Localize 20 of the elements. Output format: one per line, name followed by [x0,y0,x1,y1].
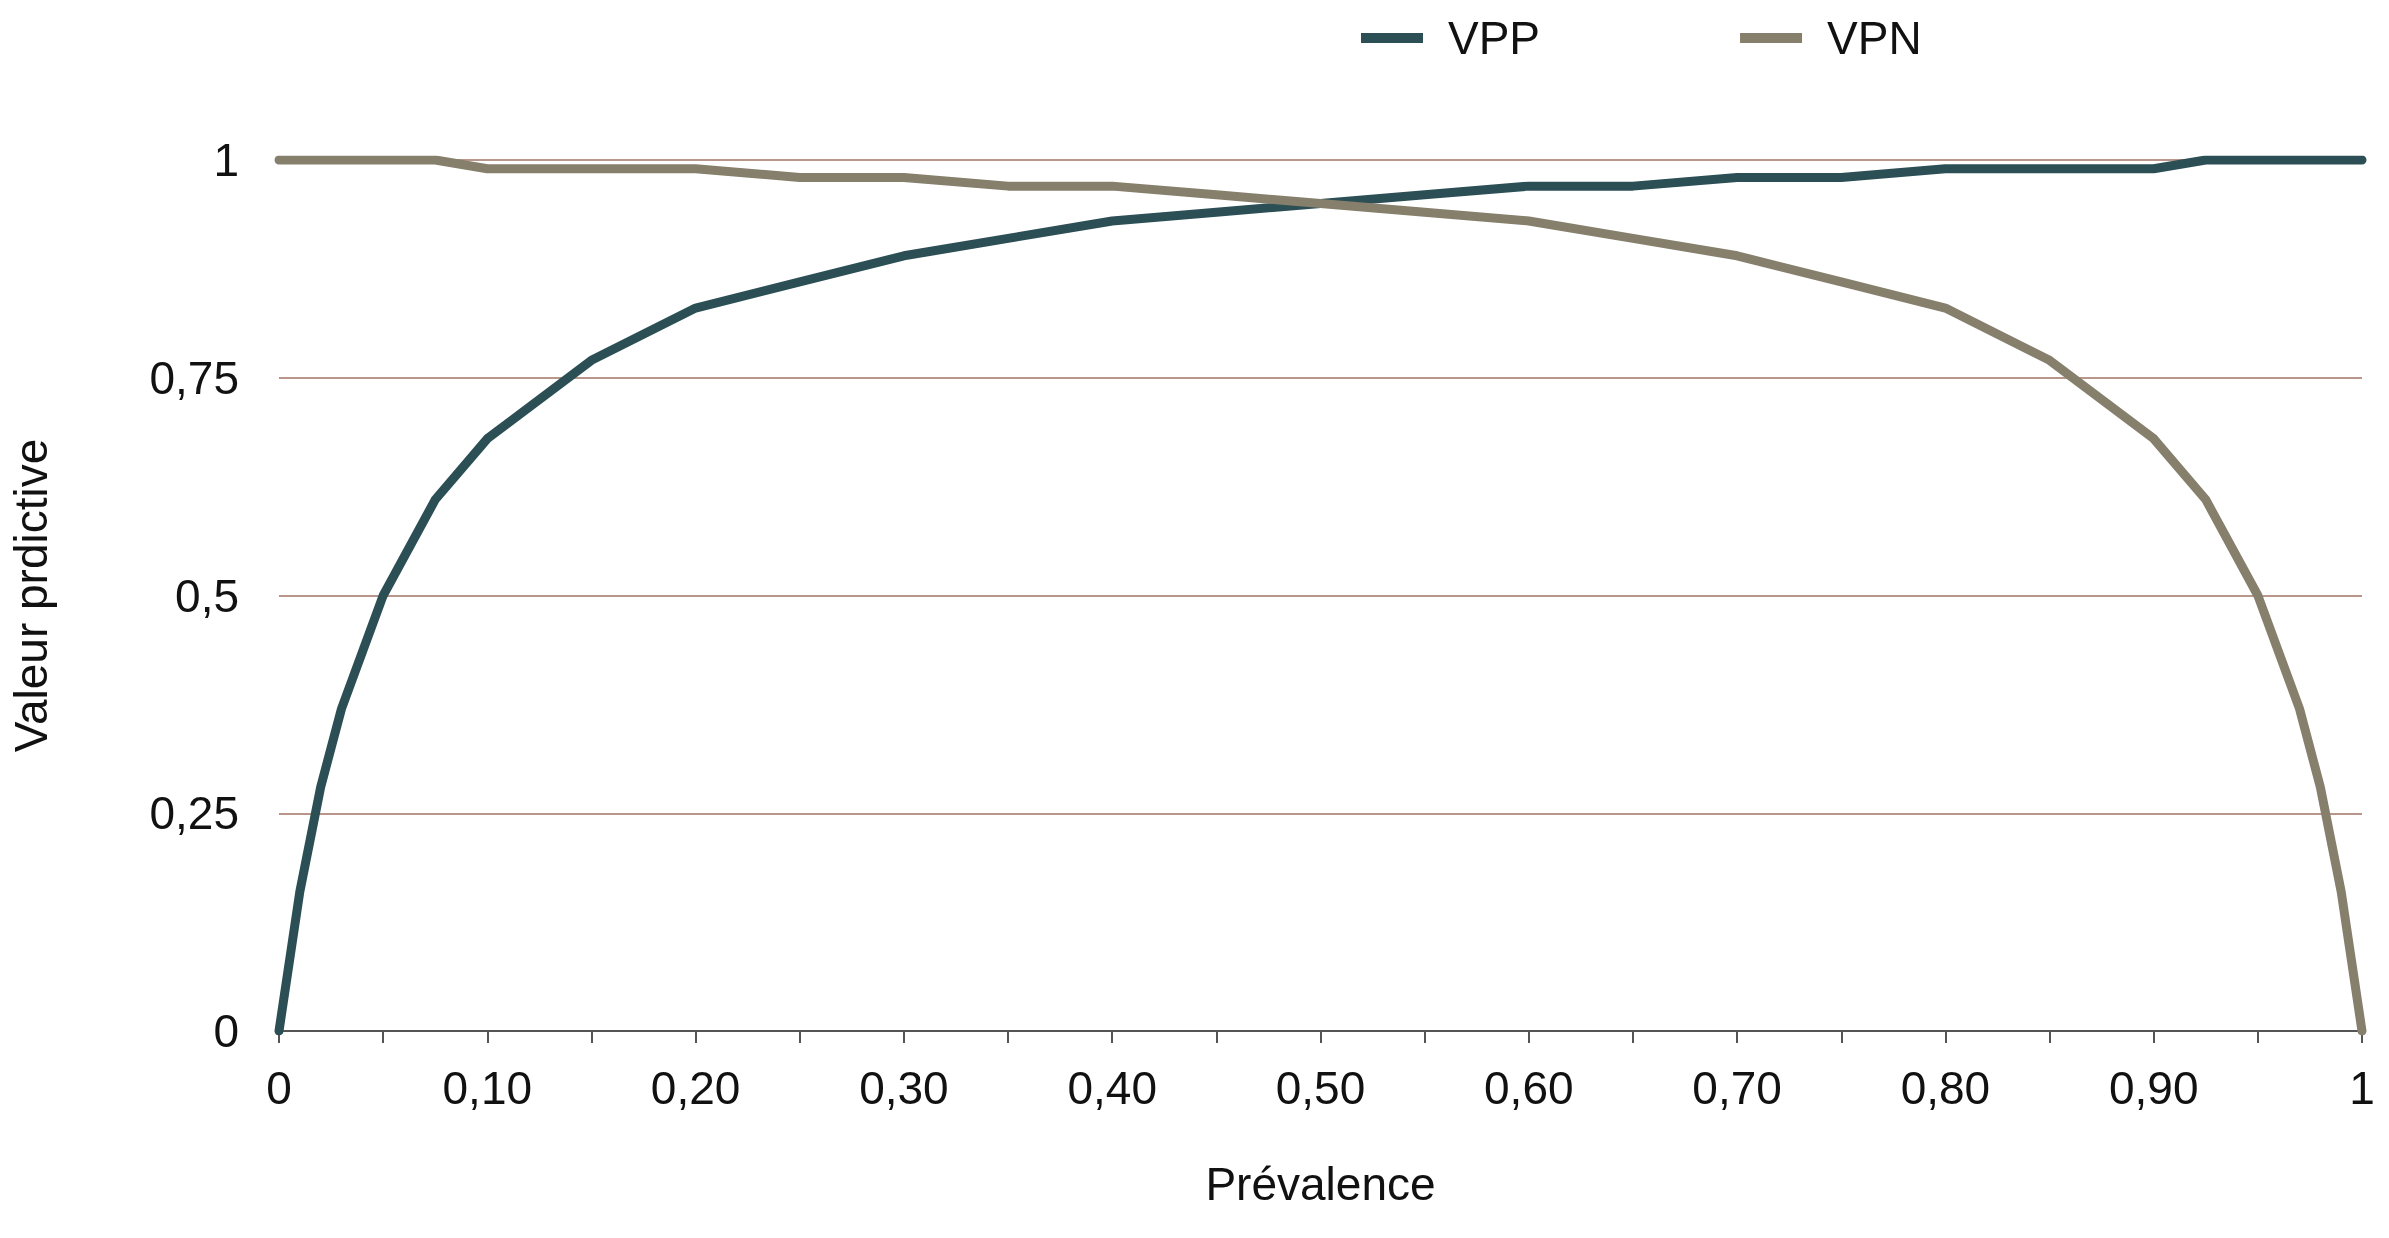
legend-label: VPN [1827,12,1922,64]
x-tick-label: 0 [266,1062,292,1114]
y-tick-label: 0,5 [175,569,239,622]
y-tick-label: 1 [213,134,239,186]
y-tick-label: 0,25 [149,787,239,840]
x-tick-label: 0,60 [1484,1062,1574,1114]
x-tick-label: 0,50 [1275,1062,1366,1114]
x-tick-label: 1 [2349,1062,2375,1114]
y-tick-label: 0 [213,1005,239,1057]
x-tick-label: 0,30 [859,1062,949,1114]
x-tick-label: 0,70 [1692,1062,1782,1114]
x-tick-label: 0,90 [2108,1062,2199,1114]
x-tick-label: 0,80 [1900,1062,1991,1114]
x-tick-label: 0,20 [650,1062,741,1114]
legend-label: VPP [1448,12,1541,64]
y-tick-label: 0,75 [149,351,239,404]
y-axis-title: Valeur prdictive [5,438,57,753]
x-tick-label: 0,10 [442,1062,533,1114]
x-tick-label: 0,40 [1067,1062,1157,1114]
x-axis-title: Prévalence [1205,1158,1436,1210]
